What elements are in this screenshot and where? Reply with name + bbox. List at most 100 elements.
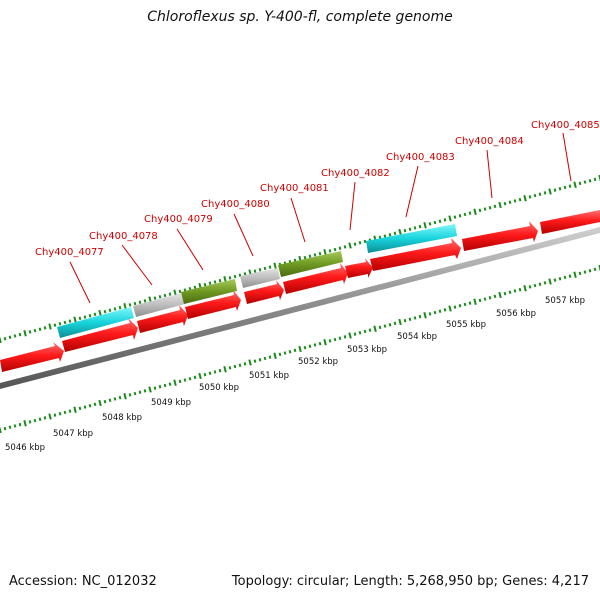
major-tick xyxy=(23,330,27,337)
minor-tick xyxy=(18,332,22,337)
leader-line xyxy=(176,228,204,271)
major-tick xyxy=(323,249,327,256)
accession-label: Accession: NC_012032 xyxy=(9,574,157,589)
minor-tick xyxy=(428,312,432,316)
cds-arrow xyxy=(62,318,138,352)
minor-tick xyxy=(28,420,32,424)
gene-label: Chy400_4077 xyxy=(35,247,104,258)
minor-tick xyxy=(288,349,292,354)
gene-label: Chy400_4085 xyxy=(531,120,600,131)
minor-tick xyxy=(88,313,92,318)
minor-tick xyxy=(133,391,137,396)
kbp-label: 5049 kbp xyxy=(151,398,191,408)
minor-tick xyxy=(318,341,322,346)
minor-tick xyxy=(158,295,162,299)
minor-tick xyxy=(578,271,582,276)
minor-tick xyxy=(138,390,142,394)
major-tick xyxy=(348,242,352,249)
cds-arrow xyxy=(137,305,188,333)
major-tick xyxy=(448,215,452,222)
major-tick xyxy=(298,345,302,353)
minor-tick xyxy=(8,335,12,340)
minor-tick xyxy=(338,336,342,340)
minor-tick xyxy=(478,298,482,303)
minor-tick xyxy=(443,218,447,222)
major-tick xyxy=(523,195,527,202)
cds-arrow xyxy=(185,290,241,319)
feature-olive-1 xyxy=(181,279,237,304)
minor-tick xyxy=(353,332,357,336)
major-tick xyxy=(73,406,77,413)
minor-tick xyxy=(583,270,587,274)
major-tick xyxy=(148,386,152,393)
minor-tick xyxy=(28,330,32,334)
kbp-label: 5056 kbp xyxy=(496,309,536,319)
feature-olive-2 xyxy=(278,251,343,277)
minor-tick xyxy=(483,207,487,211)
minor-tick xyxy=(103,399,107,404)
minor-tick xyxy=(568,274,572,278)
minor-tick xyxy=(178,289,182,294)
major-tick xyxy=(548,188,552,195)
cds-arrow xyxy=(0,342,64,372)
major-tick xyxy=(98,399,102,407)
cds-arrow xyxy=(345,258,373,278)
minor-tick xyxy=(53,413,57,417)
minor-tick xyxy=(303,255,307,260)
leader-line xyxy=(121,244,153,286)
minor-tick xyxy=(493,294,497,299)
leader-line xyxy=(69,261,91,304)
minor-tick xyxy=(538,192,542,196)
minor-tick xyxy=(58,412,62,416)
minor-tick xyxy=(108,308,112,313)
gene-label: Chy400_4080 xyxy=(201,199,270,210)
minor-tick xyxy=(328,249,332,253)
minor-tick xyxy=(453,215,457,219)
minor-tick xyxy=(593,267,597,272)
minor-tick xyxy=(233,364,237,369)
minor-tick xyxy=(413,226,417,230)
kbp-label: 5047 kbp xyxy=(53,429,93,439)
minor-tick xyxy=(243,362,247,366)
major-tick xyxy=(273,262,277,269)
minor-tick xyxy=(483,297,487,301)
minor-tick xyxy=(433,310,437,315)
minor-tick xyxy=(518,197,522,202)
minor-tick xyxy=(363,329,367,334)
minor-tick xyxy=(408,227,412,232)
lower-tick-ruler xyxy=(0,264,600,434)
minor-tick xyxy=(293,348,297,353)
minor-tick xyxy=(433,220,437,225)
minor-tick xyxy=(238,363,242,367)
minor-tick xyxy=(33,418,37,423)
major-tick xyxy=(223,276,227,283)
minor-tick xyxy=(428,222,432,226)
kbp-label: 5055 kbp xyxy=(446,320,486,330)
minor-tick xyxy=(333,337,337,342)
minor-tick xyxy=(128,393,132,397)
minor-tick xyxy=(303,345,307,350)
leader-line xyxy=(233,213,254,257)
minor-tick xyxy=(203,372,207,377)
minor-tick xyxy=(503,291,507,296)
minor-tick xyxy=(188,376,192,381)
major-tick xyxy=(198,372,202,380)
minor-tick xyxy=(78,406,82,411)
minor-tick xyxy=(143,389,147,393)
minor-tick xyxy=(493,204,497,209)
minor-tick xyxy=(208,371,212,376)
gene-label: Chy400_4084 xyxy=(455,136,524,147)
minor-tick xyxy=(313,253,317,257)
major-tick xyxy=(423,312,427,319)
kbp-label: 5052 kbp xyxy=(298,357,338,367)
leader-line xyxy=(290,197,306,243)
major-tick xyxy=(173,379,177,386)
minor-tick xyxy=(308,254,312,259)
genome-backbone xyxy=(0,227,600,389)
kbp-label: 5057 kbp xyxy=(545,296,585,306)
minor-tick xyxy=(103,309,107,314)
minor-tick xyxy=(438,309,442,313)
minor-tick xyxy=(163,293,167,298)
major-tick xyxy=(23,420,27,427)
map-title: Chloroflexus sp. Y-400-fl, complete geno… xyxy=(147,9,453,25)
